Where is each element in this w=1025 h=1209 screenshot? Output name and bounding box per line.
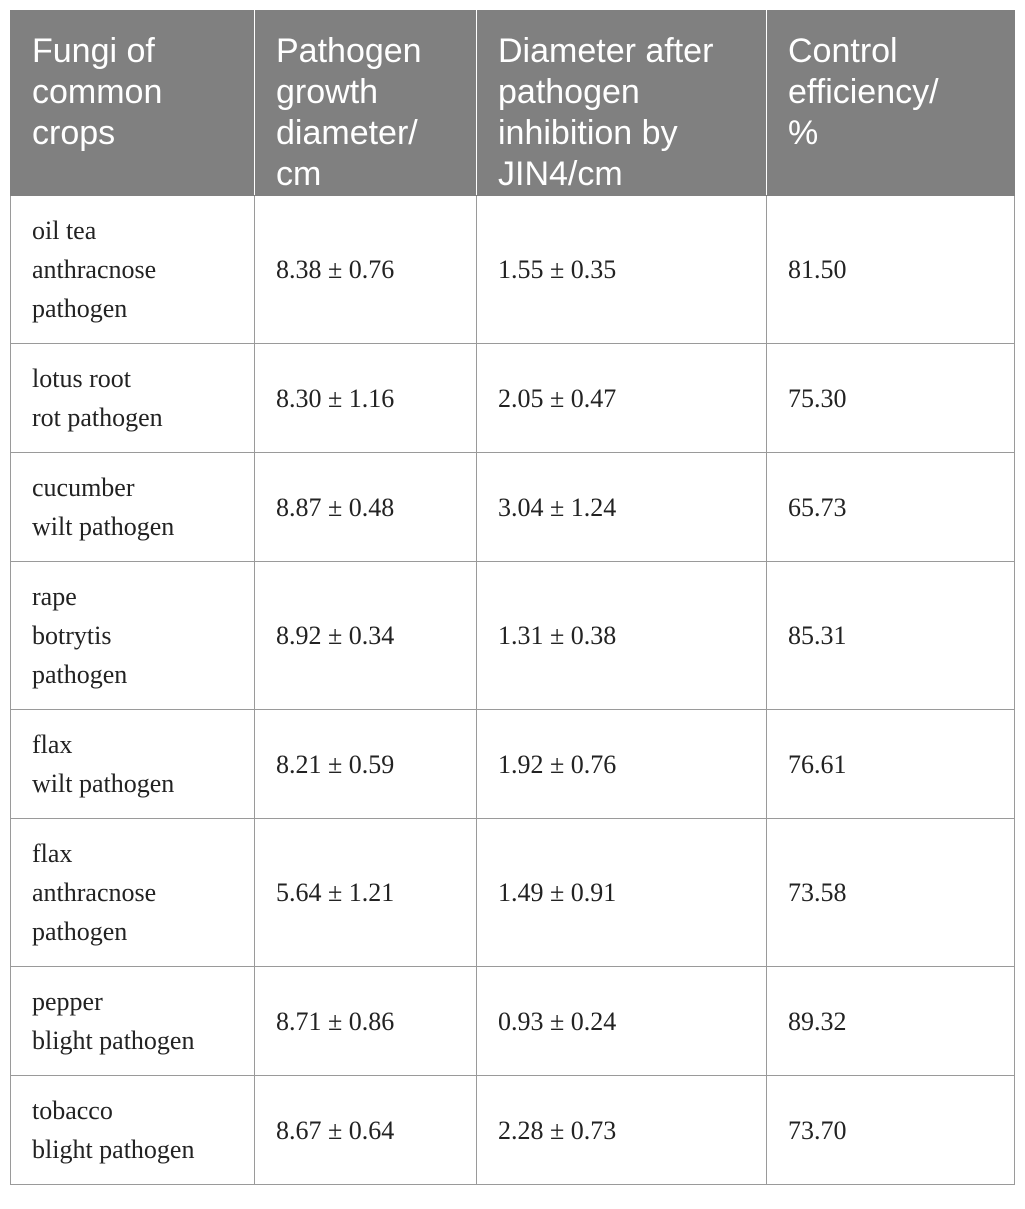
fungi-line: pathogen: [32, 917, 128, 946]
header-line: inhibition by: [498, 114, 678, 152]
data-table: Fungi of common crops Pathogen growth di…: [10, 10, 1015, 1185]
header-fungi: Fungi of common crops: [10, 10, 255, 196]
header-line: diameter/: [276, 114, 418, 152]
table-row: cucumber wilt pathogen 8.87 ± 0.48 3.04 …: [10, 452, 1015, 562]
table-row: oil tea anthracnose pathogen 8.38 ± 0.76…: [10, 195, 1015, 344]
header-line: Control: [788, 32, 898, 70]
cell-fungi: flax anthracnose pathogen: [10, 818, 255, 967]
cell-inhibited-diameter: 2.05 ± 0.47: [476, 343, 767, 453]
cell-inhibited-diameter: 0.93 ± 0.24: [476, 966, 767, 1076]
table-header: Fungi of common crops Pathogen growth di…: [10, 10, 1015, 196]
cell-fungi: tobacco blight pathogen: [10, 1075, 255, 1185]
table-body: oil tea anthracnose pathogen 8.38 ± 0.76…: [10, 195, 1015, 1185]
cell-control-efficiency: 75.30: [766, 343, 1015, 453]
cell-growth-diameter: 8.38 ± 0.76: [254, 195, 477, 344]
cell-control-efficiency: 65.73: [766, 452, 1015, 562]
header-line: cm: [276, 155, 322, 193]
cell-fungi: cucumber wilt pathogen: [10, 452, 255, 562]
header-line: crops: [32, 114, 116, 152]
fungi-line: blight pathogen: [32, 1135, 195, 1164]
fungi-line: lotus root: [32, 364, 131, 393]
cell-control-efficiency: 81.50: [766, 195, 1015, 344]
table-row: lotus root rot pathogen 8.30 ± 1.16 2.05…: [10, 343, 1015, 453]
cell-fungi: pepper blight pathogen: [10, 966, 255, 1076]
header-line: Diameter after: [498, 32, 714, 70]
cell-fungi: lotus root rot pathogen: [10, 343, 255, 453]
table-row: flax anthracnose pathogen 5.64 ± 1.21 1.…: [10, 818, 1015, 967]
header-line: efficiency/: [788, 73, 939, 111]
fungi-line: botrytis: [32, 621, 112, 650]
header-line: common: [32, 73, 163, 111]
fungi-line: rape: [32, 582, 77, 611]
cell-growth-diameter: 5.64 ± 1.21: [254, 818, 477, 967]
fungi-line: wilt pathogen: [32, 512, 175, 541]
header-line: growth: [276, 73, 379, 111]
fungi-line: wilt pathogen: [32, 769, 175, 798]
cell-inhibited-diameter: 1.55 ± 0.35: [476, 195, 767, 344]
cell-growth-diameter: 8.71 ± 0.86: [254, 966, 477, 1076]
cell-inhibited-diameter: 1.31 ± 0.38: [476, 561, 767, 710]
cell-fungi: rape botrytis pathogen: [10, 561, 255, 710]
cell-control-efficiency: 85.31: [766, 561, 1015, 710]
header-inhibited-diameter: Diameter after pathogen inhibition by JI…: [476, 10, 767, 196]
fungi-line: pathogen: [32, 660, 128, 689]
cell-growth-diameter: 8.30 ± 1.16: [254, 343, 477, 453]
fungi-line: blight pathogen: [32, 1026, 195, 1055]
header-row: Fungi of common crops Pathogen growth di…: [10, 10, 1015, 196]
fungi-line: tobacco: [32, 1096, 113, 1125]
table-row: rape botrytis pathogen 8.92 ± 0.34 1.31 …: [10, 561, 1015, 710]
cell-growth-diameter: 8.92 ± 0.34: [254, 561, 477, 710]
cell-fungi: oil tea anthracnose pathogen: [10, 195, 255, 344]
cell-inhibited-diameter: 1.92 ± 0.76: [476, 709, 767, 819]
cell-control-efficiency: 73.70: [766, 1075, 1015, 1185]
table-row: pepper blight pathogen 8.71 ± 0.86 0.93 …: [10, 966, 1015, 1076]
header-line: Fungi of: [32, 32, 155, 70]
cell-control-efficiency: 76.61: [766, 709, 1015, 819]
fungi-line: anthracnose: [32, 878, 157, 907]
table-row: flax wilt pathogen 8.21 ± 0.59 1.92 ± 0.…: [10, 709, 1015, 819]
fungi-line: anthracnose: [32, 255, 157, 284]
cell-control-efficiency: 73.58: [766, 818, 1015, 967]
cell-growth-diameter: 8.21 ± 0.59: [254, 709, 477, 819]
header-line: JIN4/cm: [498, 155, 623, 193]
fungi-line: oil tea: [32, 216, 97, 245]
cell-growth-diameter: 8.67 ± 0.64: [254, 1075, 477, 1185]
fungi-line: pathogen: [32, 294, 128, 323]
fungi-line: rot pathogen: [32, 403, 163, 432]
fungi-line: flax: [32, 730, 73, 759]
table-row: tobacco blight pathogen 8.67 ± 0.64 2.28…: [10, 1075, 1015, 1185]
cell-growth-diameter: 8.87 ± 0.48: [254, 452, 477, 562]
fungi-line: cucumber: [32, 473, 135, 502]
header-growth-diameter: Pathogen growth diameter/ cm: [254, 10, 477, 196]
header-line: %: [788, 114, 819, 152]
cell-inhibited-diameter: 2.28 ± 0.73: [476, 1075, 767, 1185]
header-line: Pathogen: [276, 32, 422, 70]
cell-inhibited-diameter: 3.04 ± 1.24: [476, 452, 767, 562]
cell-inhibited-diameter: 1.49 ± 0.91: [476, 818, 767, 967]
fungi-line: pepper: [32, 987, 103, 1016]
cell-fungi: flax wilt pathogen: [10, 709, 255, 819]
header-line: pathogen: [498, 73, 640, 111]
header-control-efficiency: Control efficiency/ %: [766, 10, 1015, 196]
fungi-line: flax: [32, 839, 73, 868]
cell-control-efficiency: 89.32: [766, 966, 1015, 1076]
